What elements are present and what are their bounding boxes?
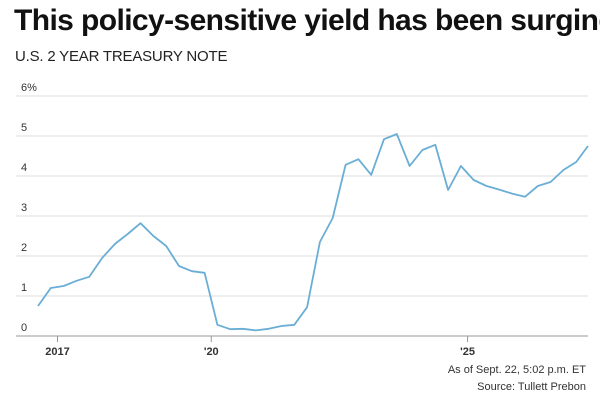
x-axis-ticks: 2017 '20 '25 [45,336,475,358]
y-tick-label: 3 [21,202,27,214]
y-tick-label: 4 [21,162,27,174]
y-tick-label: 2 [21,242,27,254]
y-tick-label: 0 [21,322,27,334]
chart-subtitle: U.S. 2 YEAR TREASURY NOTE [15,48,228,65]
series-layer [37,133,589,332]
x-tick-label: '25 [460,346,475,358]
y-tick-label: 6% [21,82,37,94]
x-tick-label: 2017 [45,346,69,358]
series-line [37,133,589,332]
y-tick-label: 1 [21,282,27,294]
source-note: Source: Tullett Prebon [477,381,586,393]
chart-title: This policy-sensitive yield has been sur… [14,4,600,37]
y-tick-label: 5 [21,122,27,134]
as-of-note: As of Sept. 22, 5:02 p.m. ET [447,364,586,376]
y-axis-ticks: 6% 5 4 3 2 1 0 [21,82,37,334]
grid-lines [16,95,588,337]
x-tick-label: '20 [204,346,219,358]
